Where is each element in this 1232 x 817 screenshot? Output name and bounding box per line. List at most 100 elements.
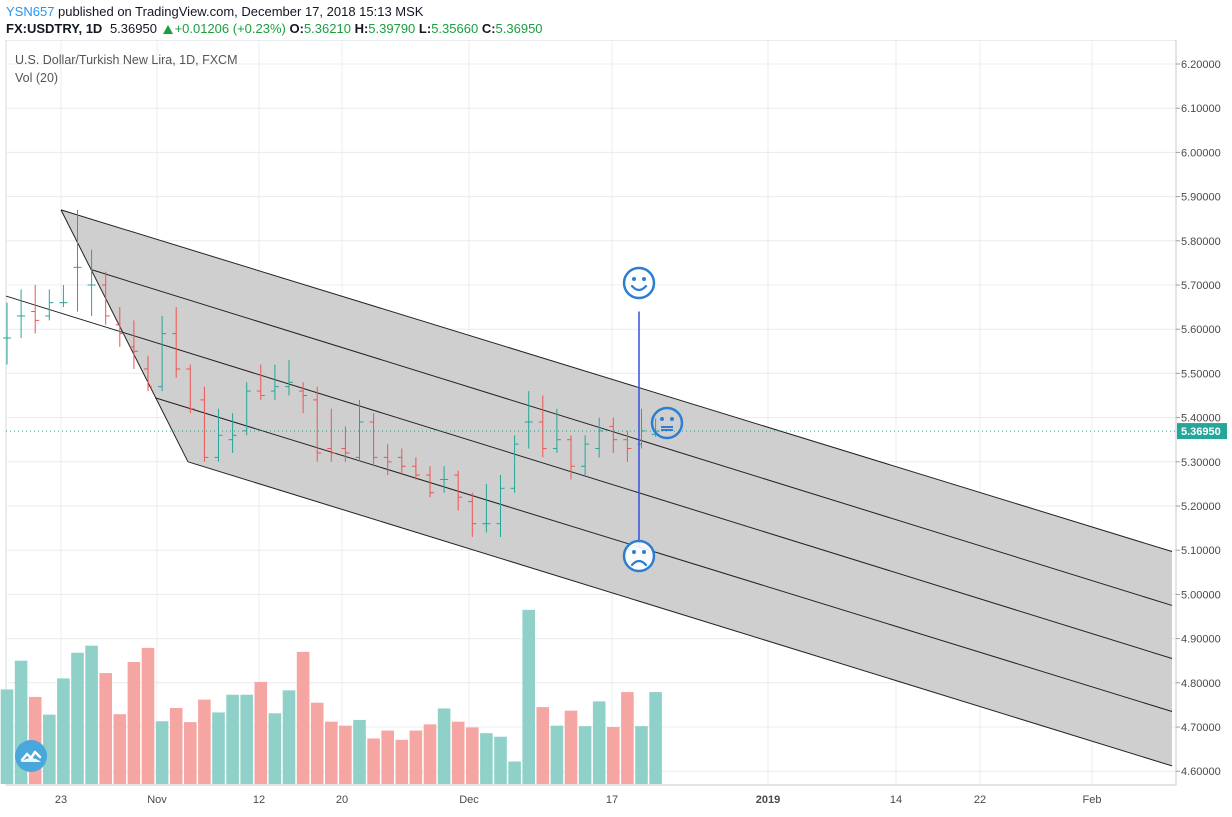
- time-tick-label: Feb: [1083, 794, 1102, 806]
- volume-bar: [451, 721, 465, 784]
- volume-bar: [43, 714, 56, 784]
- price-tick-label: 4.80000: [1181, 678, 1221, 690]
- volume-bar: [339, 725, 352, 784]
- volume-bar: [437, 708, 451, 784]
- volume-bar: [282, 690, 296, 784]
- ohlc-bar: [510, 435, 519, 493]
- volume-bar: [353, 719, 366, 784]
- price-tick-label: 5.00000: [1181, 589, 1221, 601]
- price-axis[interactable]: 6.20000 6.10000 6.00000 5.90000 5.80000 5.700…: [1176, 59, 1227, 778]
- ohlc-bar: [59, 285, 68, 308]
- ohlc-bar: [538, 395, 547, 458]
- time-tick-label: Nov: [147, 794, 167, 806]
- ohlc-bar: [454, 470, 463, 511]
- ohlc-bar: [200, 386, 209, 462]
- volume-bar: [635, 726, 648, 784]
- ohlc-bar: [228, 413, 237, 453]
- face-mouth: [630, 559, 648, 567]
- tradingview-logo-icon[interactable]: [15, 740, 47, 772]
- regression-channel[interactable]: [5, 209, 1173, 767]
- symbol-label: FX:USDTRY, 1D: [6, 21, 103, 36]
- volume-bar: [423, 724, 437, 784]
- ohlc-bar: [524, 391, 533, 449]
- price-tick-label: 4.70000: [1181, 722, 1221, 734]
- ohlc-bar: [3, 302, 11, 365]
- ohlc-bar: [256, 364, 265, 400]
- open-label: O:: [289, 21, 304, 36]
- face-eye: [670, 417, 674, 421]
- ohlc-bar: [172, 307, 181, 378]
- ohlc-bar: [426, 466, 434, 498]
- volume-bar: [71, 652, 84, 784]
- ohlc-bar: [609, 417, 618, 453]
- sad-face-icon[interactable]: [622, 539, 656, 573]
- face-eye: [642, 277, 646, 281]
- time-tick-label: 23: [55, 794, 67, 806]
- volume-bar: [127, 662, 141, 784]
- face-outline: [622, 539, 656, 573]
- ohlc-bar: [440, 466, 449, 493]
- price-change: +0.01206 (+0.23%): [174, 21, 286, 36]
- volume-bar: [268, 713, 282, 784]
- volume-bar: [564, 710, 578, 784]
- price-tick-label: 5.80000: [1181, 236, 1221, 248]
- time-tick-label: 2019: [756, 794, 780, 806]
- ohlc-bar: [581, 435, 590, 476]
- ohlc-bar: [17, 289, 26, 339]
- up-arrow-icon: [162, 25, 173, 34]
- time-tick-label: 14: [890, 794, 902, 806]
- channel-fill: [61, 209, 1172, 766]
- volume-bar: [367, 738, 380, 784]
- channel-line: [60, 209, 189, 463]
- volume-bar: [85, 645, 98, 784]
- open-value: 5.36210: [303, 21, 351, 36]
- time-tick-label: 22: [974, 794, 986, 806]
- ohlc-bar: [411, 457, 420, 480]
- last-price-badge: [1177, 423, 1227, 440]
- volume-bar: [325, 721, 338, 784]
- volume-bar: [155, 721, 169, 784]
- volume-bar: [184, 722, 197, 784]
- ohlc-bar: [285, 360, 293, 396]
- volume-bar: [536, 707, 550, 784]
- time-axis[interactable]: 23 Nov 12 20 Dec 17 2019 14 22 Feb: [55, 794, 1102, 806]
- volume-bar: [254, 681, 268, 784]
- ohlc-bar: [186, 364, 195, 414]
- author-link[interactable]: YSN657: [6, 4, 55, 19]
- volume-bar: [494, 736, 507, 784]
- price-chart[interactable]: 6.20000 6.10000 6.00000 5.90000 5.80000 5.700…: [0, 40, 1232, 817]
- price-tick-label: 4.60000: [1181, 766, 1221, 778]
- face-eye: [660, 417, 664, 421]
- volume-bar: [522, 609, 535, 784]
- time-tick-label: 17: [606, 794, 618, 806]
- price-tick-label: 5.90000: [1181, 192, 1221, 204]
- ohlc-bar: [31, 285, 40, 334]
- ohlc-bar: [623, 430, 632, 462]
- publish-info: YSN657 published on TradingView.com, Dec…: [6, 4, 423, 19]
- volume-legend: Vol (20): [15, 71, 59, 85]
- ohlc-bar: [45, 289, 54, 321]
- volume-bar: [607, 727, 620, 784]
- price-tick-label: 6.00000: [1181, 147, 1221, 159]
- ohlc-bar: [327, 408, 336, 462]
- volume-bar: [212, 712, 225, 784]
- volume-bar: [649, 692, 662, 784]
- price-tick-label: 5.60000: [1181, 324, 1221, 336]
- volume-bar: [621, 692, 634, 784]
- annotations[interactable]: [6, 266, 1176, 573]
- low-label: L:: [418, 21, 432, 36]
- price-tick-label: 5.50000: [1181, 368, 1221, 380]
- happy-face-icon[interactable]: [622, 266, 656, 300]
- ohlc-bar: [158, 315, 167, 392]
- ohlc-bar: [468, 492, 477, 537]
- neutral-face-icon[interactable]: [650, 406, 684, 440]
- close-label: C:: [481, 21, 496, 36]
- price-tick-label: 5.30000: [1181, 457, 1221, 469]
- ohlc-bar: [101, 271, 110, 325]
- ohlc-bar: [214, 408, 223, 462]
- volume-bar: [592, 701, 606, 784]
- low-value: 5.35660: [431, 21, 479, 36]
- ohlc-bar: [87, 249, 96, 316]
- volume-bar: [240, 694, 253, 784]
- face-outline: [650, 406, 684, 440]
